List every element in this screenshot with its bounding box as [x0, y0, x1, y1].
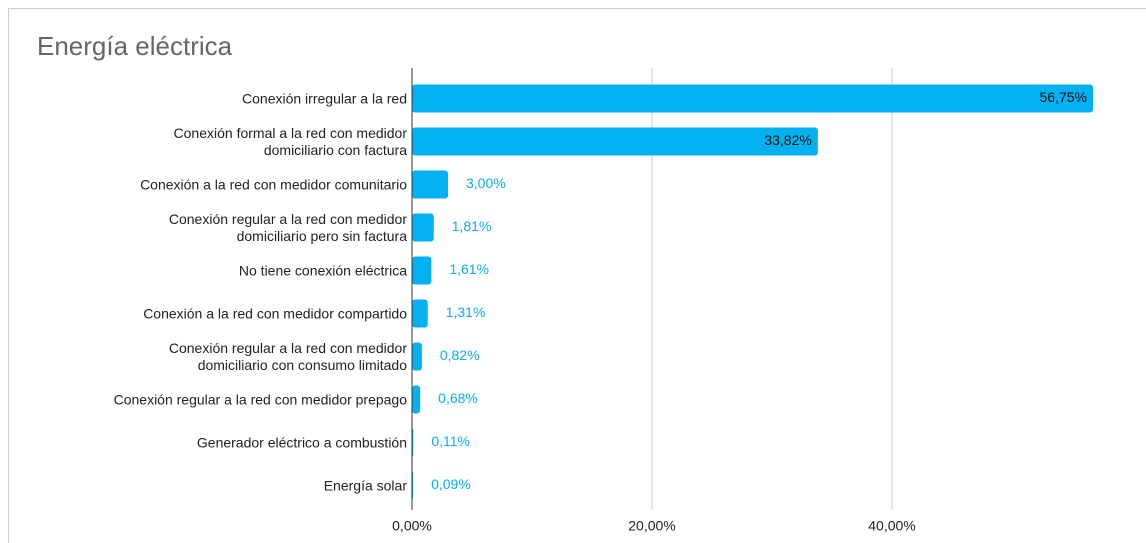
y-tick-label: Conexión regular a la red con medidor do… [168, 210, 407, 244]
y-tick-label: Conexión regular a la red con medidor do… [168, 339, 407, 373]
y-tick-label: Generador eléctrico a combustión [196, 434, 407, 450]
value-label: 1,61% [449, 261, 489, 277]
bar [412, 299, 428, 328]
bar [412, 342, 422, 371]
value-label: 0,68% [438, 390, 478, 406]
x-tick-label: 0,00% [392, 518, 432, 534]
bar [412, 256, 432, 285]
x-tick-label: 40,00% [868, 518, 915, 534]
value-label: 1,81% [452, 218, 492, 234]
value-label: 0,09% [431, 476, 471, 492]
value-label: 56,75% [1040, 89, 1087, 105]
bar [412, 170, 448, 199]
y-tick-label: Conexión a la red con medidor compartido [143, 305, 407, 321]
chart-title: Energía eléctrica [37, 31, 233, 61]
y-tick-label: Conexión regular a la red con medidor pr… [113, 391, 407, 407]
y-tick-label: Energía solar [323, 477, 407, 493]
y-tick-label: Conexión a la red con medidor comunitari… [140, 176, 407, 192]
value-label: 0,82% [440, 347, 480, 363]
bar [412, 84, 1093, 113]
bar [412, 385, 421, 414]
y-tick-label: Conexión formal a la red con medidor dom… [173, 124, 407, 158]
card-border [8, 8, 1146, 543]
bar [412, 127, 818, 156]
x-tick-label: 20,00% [628, 518, 675, 534]
value-label: 1,31% [446, 304, 486, 320]
y-tick-label: No tiene conexión eléctrica [238, 262, 407, 278]
value-label: 0,11% [431, 433, 470, 449]
value-label: 33,82% [764, 132, 811, 148]
value-label: 3,00% [466, 175, 506, 191]
bar [412, 213, 434, 242]
y-tick-label: Conexión irregular a la red [242, 90, 407, 106]
